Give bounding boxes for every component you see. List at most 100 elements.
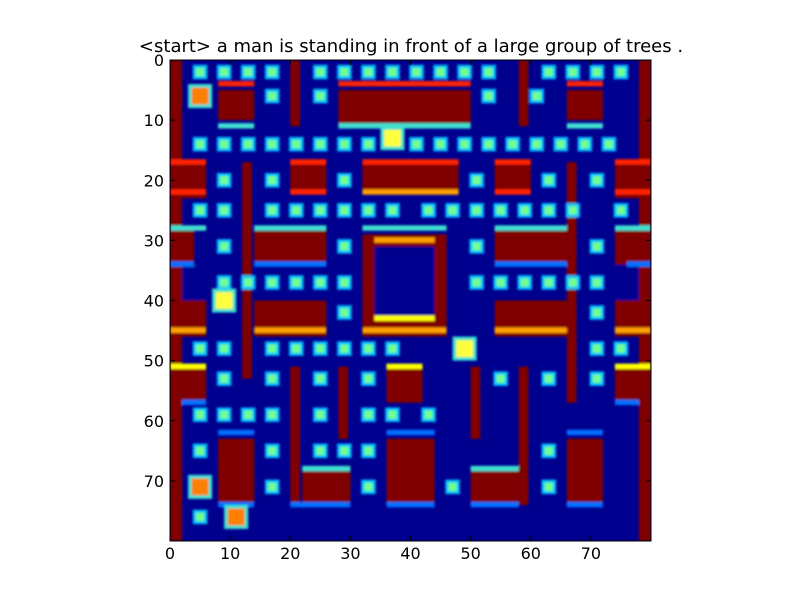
heatmap-pellet-58 xyxy=(616,206,626,215)
heatmap-pellet-54 xyxy=(496,206,505,215)
y-tick-label-2: 20 xyxy=(144,171,164,190)
heatmap-block-29 xyxy=(338,366,348,439)
heatmap-edge-16 xyxy=(170,225,207,231)
heatmap-edge-21 xyxy=(374,237,435,243)
heatmap-pellet-97 xyxy=(268,410,277,419)
heatmap-pellet-41 xyxy=(544,176,553,185)
heatmap-hotspot-5 xyxy=(191,478,209,496)
heatmap-pellet-35 xyxy=(580,139,590,149)
heatmap-pellet-52 xyxy=(448,206,457,215)
heatmap-pellet-25 xyxy=(316,139,325,149)
heatmap-pellet-6 xyxy=(364,67,373,77)
heatmap-pellet-15 xyxy=(616,67,626,77)
heatmap-pellet-43 xyxy=(195,206,205,215)
heatmap-pellet-19 xyxy=(532,91,541,101)
heatmap-pellet-22 xyxy=(243,139,253,149)
heatmap-pellet-100 xyxy=(388,410,397,419)
heatmap-block-30 xyxy=(386,366,423,403)
heatmap-pellet-99 xyxy=(364,410,373,419)
heatmap-pellet-11 xyxy=(484,67,493,77)
heatmap-pellet-110 xyxy=(448,482,457,492)
heatmap-edge-2 xyxy=(566,81,603,87)
heatmap-pellet-98 xyxy=(316,410,325,419)
heatmap-pellet-85 xyxy=(592,344,602,353)
heatmap-pellet-109 xyxy=(364,482,373,492)
heatmap-pellet-34 xyxy=(556,139,566,149)
heatmap-pellet-23 xyxy=(268,139,277,149)
y-tick-label-5: 50 xyxy=(144,352,164,371)
heatmap-block-39 xyxy=(638,516,651,541)
heatmap-pellet-18 xyxy=(484,91,493,101)
heatmap-pellet-29 xyxy=(436,139,445,149)
y-tick-label-6: 60 xyxy=(144,412,164,431)
heatmap-block-37 xyxy=(566,438,603,505)
heatmap-pellet-69 xyxy=(472,278,481,287)
heatmap-plot-area xyxy=(170,60,651,541)
heatmap-pellet-94 xyxy=(195,410,205,419)
heatmap-edge-33 xyxy=(614,363,651,370)
heatmap-hotspot-0 xyxy=(384,129,401,147)
heatmap-pellet-104 xyxy=(316,446,325,456)
heatmap-hotspot-1 xyxy=(215,292,233,309)
heatmap-pellet-83 xyxy=(364,344,373,353)
heatmap-pellet-66 xyxy=(292,278,301,287)
heatmap-pellet-46 xyxy=(292,206,301,215)
heatmap-edge-44 xyxy=(470,501,519,508)
heatmap-pellet-13 xyxy=(568,67,578,77)
heatmap-edge-27 xyxy=(254,327,327,333)
heatmap-edge-14 xyxy=(170,189,207,195)
heatmap-edge-22 xyxy=(374,315,435,321)
heatmap-edge-3 xyxy=(218,123,255,129)
heatmap-block-4 xyxy=(218,90,255,121)
heatmap-block-33 xyxy=(218,438,255,505)
heatmap-pellet-79 xyxy=(268,344,277,353)
heatmap-pellet-78 xyxy=(219,344,229,353)
heatmap-pellet-111 xyxy=(544,482,553,492)
heatmap-block-27 xyxy=(614,366,639,403)
heatmap-edge-23 xyxy=(254,261,327,267)
x-tick-label-3: 30 xyxy=(340,544,360,563)
heatmap-pellet-73 xyxy=(568,278,578,287)
heatmap-pellet-44 xyxy=(219,206,229,215)
heatmap-edge-4 xyxy=(338,123,471,129)
heatmap-pellet-5 xyxy=(340,67,349,77)
heatmap-pellet-80 xyxy=(292,344,301,353)
heatmap-pellet-64 xyxy=(243,278,253,287)
heatmap-pellet-90 xyxy=(364,374,373,383)
heatmap-pellet-77 xyxy=(195,344,205,353)
heatmap-pellet-9 xyxy=(436,67,445,77)
heatmap-pellet-96 xyxy=(243,410,253,419)
chart-title: <start> a man is standing in front of a … xyxy=(138,36,684,57)
heatmap-pellet-75 xyxy=(340,308,349,317)
heatmap-edge-37 xyxy=(218,429,255,436)
heatmap-block-3 xyxy=(518,60,529,127)
heatmap-pellet-74 xyxy=(592,278,602,287)
heatmap-edge-42 xyxy=(290,501,351,508)
heatmap-hotspot-2 xyxy=(456,340,474,358)
heatmap-pellet-31 xyxy=(484,139,493,149)
heatmap-pellet-105 xyxy=(340,446,349,456)
heatmap-pellet-76 xyxy=(592,308,602,317)
y-tick-label-4: 40 xyxy=(144,292,164,311)
heatmap-pellet-55 xyxy=(520,206,529,215)
heatmap-pellet-70 xyxy=(496,278,505,287)
heatmap-pellet-2 xyxy=(243,67,253,77)
heatmap-block-17 xyxy=(494,228,567,265)
heatmap-pellet-103 xyxy=(268,446,277,456)
heatmap-pellet-84 xyxy=(388,344,397,353)
heatmap-pellet-91 xyxy=(496,374,505,383)
heatmap-pellet-51 xyxy=(424,206,433,215)
x-tick-label-1: 10 xyxy=(220,544,240,563)
heatmap-edge-28 xyxy=(494,327,567,333)
heatmap-pellet-87 xyxy=(219,374,229,383)
heatmap-pellet-93 xyxy=(592,374,602,383)
heatmap-pellet-45 xyxy=(268,206,277,215)
heatmap-edge-35 xyxy=(182,399,207,406)
heatmap-pellet-1 xyxy=(219,67,229,77)
heatmap-edge-40 xyxy=(302,465,351,472)
y-tick-label-1: 10 xyxy=(144,111,164,130)
heatmap-pellet-72 xyxy=(544,278,553,287)
heatmap-pellet-101 xyxy=(424,410,433,419)
heatmap-edge-15 xyxy=(614,189,651,195)
